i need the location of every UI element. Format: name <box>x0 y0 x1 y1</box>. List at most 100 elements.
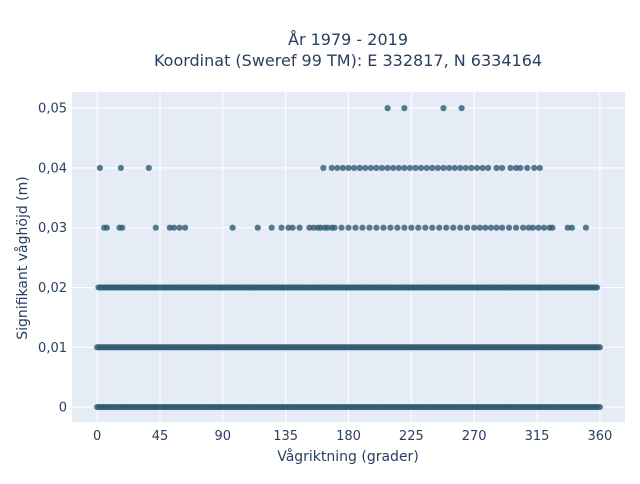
data-point <box>415 224 422 231</box>
x-tick-label: 0 <box>93 429 101 444</box>
data-point <box>401 164 408 172</box>
x-tick-label: 135 <box>273 429 298 444</box>
data-point <box>117 164 124 172</box>
data-point <box>479 164 486 172</box>
data-point <box>384 105 391 112</box>
data-point <box>334 164 341 172</box>
y-axis-title: Signifikant våghöjd (m) <box>14 176 31 339</box>
data-point <box>229 224 236 231</box>
data-point <box>445 164 453 172</box>
data-point <box>268 224 275 231</box>
x-tick-label: 90 <box>215 429 232 444</box>
data-point <box>487 224 495 231</box>
data-point <box>352 224 359 231</box>
x-tick-labels: 0 45 90 135 180 225 270 315 360 <box>93 429 612 444</box>
data-point <box>278 224 285 231</box>
data-point <box>387 224 394 231</box>
data-point <box>182 224 189 231</box>
data-point <box>499 164 506 172</box>
data-point <box>394 224 401 231</box>
data-point <box>517 164 524 172</box>
x-tick-label: 225 <box>399 429 424 444</box>
data-point <box>464 224 471 231</box>
data-point <box>505 224 513 231</box>
data-point <box>596 344 603 351</box>
data-point <box>145 164 152 172</box>
data-points <box>94 105 603 411</box>
data-point <box>429 224 436 231</box>
data-point <box>331 224 338 231</box>
data-point <box>596 403 603 411</box>
data-point <box>429 164 436 172</box>
data-point <box>408 224 415 231</box>
data-point <box>457 164 464 172</box>
data-point <box>462 164 469 172</box>
data-point <box>568 224 576 231</box>
data-point <box>350 164 358 172</box>
data-point <box>152 224 159 231</box>
data-point <box>395 164 402 172</box>
data-point <box>119 224 126 231</box>
data-point <box>471 224 478 231</box>
data-point <box>499 224 506 231</box>
data-point <box>440 105 447 112</box>
data-point <box>412 164 419 172</box>
y-tick-label: 0 <box>59 401 67 416</box>
data-point <box>593 284 601 291</box>
data-point <box>362 164 369 172</box>
y-tick-label: 0,01 <box>38 341 67 356</box>
data-point <box>96 164 104 172</box>
data-point <box>473 164 481 172</box>
data-point <box>384 164 391 172</box>
data-point <box>535 224 542 231</box>
data-point <box>507 164 514 172</box>
data-point <box>176 224 183 231</box>
data-point <box>485 164 492 172</box>
data-point <box>440 164 447 172</box>
data-point <box>476 224 483 231</box>
data-point <box>536 164 543 172</box>
data-point <box>493 164 500 172</box>
data-point <box>493 224 500 231</box>
data-point <box>328 164 335 172</box>
chart-title-line2: Koordinat (Sweref 99 TM): E 332817, N 63… <box>154 51 542 70</box>
data-point <box>170 224 178 231</box>
data-point <box>378 164 386 172</box>
y-tick-label: 0,03 <box>38 221 67 236</box>
data-point <box>540 224 548 231</box>
data-point <box>457 224 464 231</box>
data-point <box>367 164 374 172</box>
data-point <box>524 164 531 172</box>
data-point <box>366 224 373 231</box>
data-point <box>531 164 538 172</box>
y-tick-label: 0,04 <box>38 161 67 176</box>
data-point <box>339 164 347 172</box>
x-tick-label: 360 <box>587 429 612 444</box>
chart-title-line1: År 1979 - 2019 <box>288 30 408 49</box>
x-tick-label: 315 <box>525 429 550 444</box>
data-point <box>401 105 408 112</box>
y-tick-label: 0,05 <box>38 102 67 117</box>
data-point <box>443 224 450 231</box>
data-point <box>468 164 475 172</box>
data-point <box>380 224 387 231</box>
data-point <box>406 164 414 172</box>
data-point <box>423 164 430 172</box>
data-point <box>434 164 441 172</box>
data-point <box>345 224 352 231</box>
y-tick-label: 0,02 <box>38 281 67 296</box>
data-point <box>422 224 429 231</box>
data-point <box>296 224 303 231</box>
data-point <box>529 224 536 231</box>
data-point <box>436 224 443 231</box>
data-point <box>289 224 296 231</box>
data-point <box>359 224 366 231</box>
data-point <box>390 164 397 172</box>
data-point <box>373 164 380 172</box>
data-point <box>345 164 352 172</box>
x-axis-title: Vågriktning (grader) <box>277 448 419 465</box>
data-point <box>338 224 345 231</box>
data-point <box>320 164 327 172</box>
